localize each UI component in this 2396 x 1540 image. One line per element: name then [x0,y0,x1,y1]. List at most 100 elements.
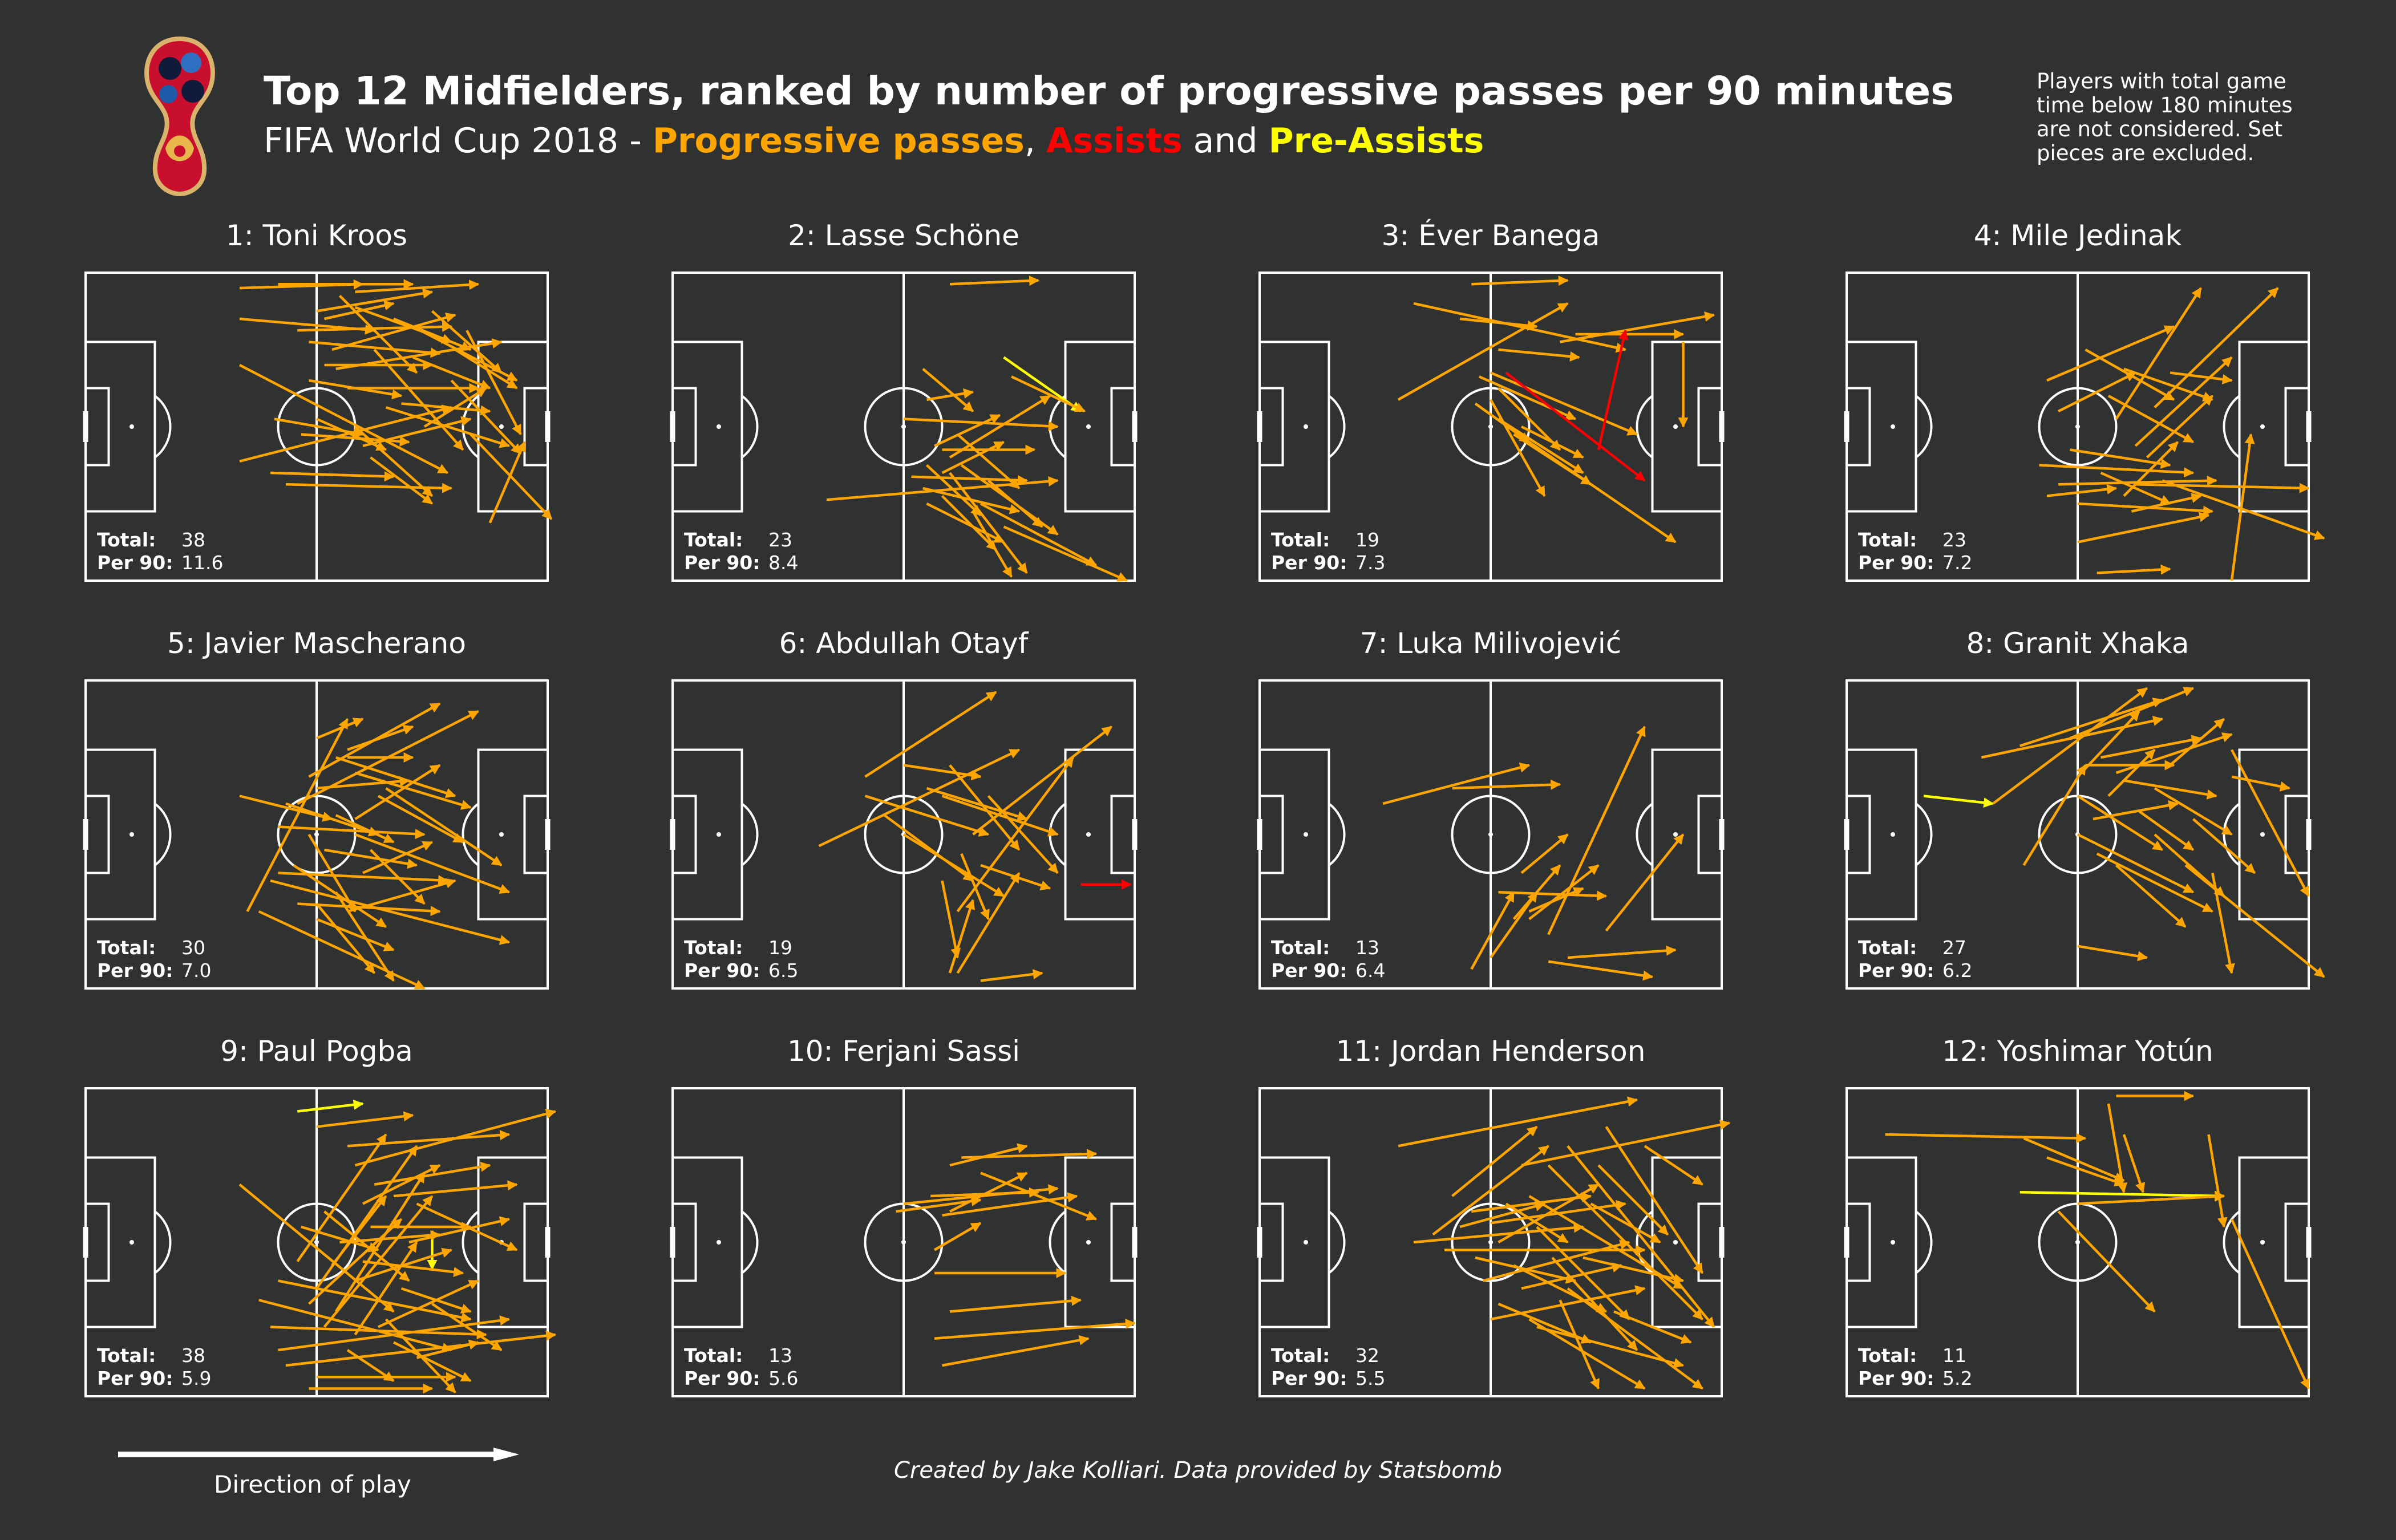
pass-arrow [408,1216,511,1244]
pitch-panel: 5: Javier Mascherano Total: 30 Per 90: 7.0 [83,627,551,990]
subtitle-prefix: FIFA World Cup 2018 - [264,121,653,161]
pitch-panel: 2: Lasse Schöne Total: 23 Per 90: 8.4 [670,219,1138,582]
right-penalty-spot [1086,424,1091,429]
pass-arrow [949,275,1040,286]
right-penalty-spot [499,832,504,837]
pass-arrow [1560,311,1715,343]
pass-arrow [346,1349,395,1382]
pass-arrow [972,726,1112,836]
pass-arrow [354,833,511,894]
left-six-yard-box [671,387,697,467]
pass-arrow [1413,302,1627,353]
pass-arrow [1528,441,1677,544]
per90-label: Per 90: [97,959,173,982]
pass-arrow [331,1195,387,1266]
total-label: Total: [97,1344,156,1367]
pass-arrow [987,479,1043,528]
pass-arrow [334,1172,426,1312]
legend-progressive: Progressive passes [652,121,1025,161]
pass-arrow [316,918,395,951]
left-penalty-box [671,341,743,513]
per90-value: 6.5 [768,959,798,982]
pass-arrow [354,764,441,820]
world-cup-trophy-logo [144,36,215,197]
pass-arrow [2123,367,2213,402]
pass-arrow [1547,726,1646,935]
per90-label: Per 90: [1858,552,1934,574]
pass-arrow [1498,890,1608,901]
right-six-yard-box [1110,387,1136,467]
pass-arrow [972,510,1013,578]
pass-arrow [1520,833,1569,874]
pass-arrow [1474,402,1530,443]
pass-arrow [454,348,518,390]
pass-arrow [270,879,511,945]
pass-arrow [347,724,414,751]
pass-arrow [2039,464,2195,478]
pass-arrow [373,348,464,451]
pass-arrow [374,1161,491,1186]
total-value: 13 [1355,937,1379,959]
pass-arrow [956,872,1021,974]
left-penalty-arc [1328,803,1346,866]
pass-arrow [2184,864,2325,978]
total-value: 23 [768,529,792,551]
total-value: 19 [768,937,792,959]
right-six-yard-box [523,795,549,874]
pass-arrow [238,364,449,474]
pass-arrow [933,1222,982,1251]
pass-arrow [1470,891,1515,970]
pass-arrow [961,1149,1098,1160]
credit: Created by Jake Kolliari. Data provided … [893,1457,1503,1484]
left-penalty-spot [129,832,134,837]
left-penalty-arc [741,803,759,866]
pass-arrow [385,787,503,866]
arrow-right-icon [118,1448,519,1461]
pitch-panel: 6: Abdullah Otayf Total: 19 Per 90: 6.5 [670,627,1138,990]
pass-arrow [942,1192,1078,1217]
pass-arrow [1559,1299,1600,1390]
right-six-yard-box [1697,795,1723,874]
per90-value: 7.2 [1942,552,1972,574]
pass-arrow [2146,395,2213,459]
pass-arrow [416,1339,480,1359]
pass-arrow [1551,1257,1638,1351]
right-penalty-box [1651,748,1723,921]
left-penalty-spot [717,1240,721,1245]
left-penalty-box [1845,1156,1917,1328]
pass-arrow [278,872,449,886]
pass-arrow [323,1195,434,1328]
pass-arrow [941,440,1005,475]
right-six-yard-box [1697,387,1723,467]
pass-arrow [2115,287,2202,420]
pass-arrow [2154,787,2233,836]
left-penalty-spot [1304,832,1308,837]
pass-arrow [864,795,990,837]
pass-arrow [925,464,982,516]
pass-arrow [1398,1096,1638,1148]
threshold-note: Players with total game time below 180 m… [2037,69,2293,165]
pass-arrow [1605,833,1685,932]
pass-arrow [987,795,1059,874]
pass-arrow [2019,698,2164,747]
centre-spot [901,424,906,429]
pitch-panel: 4: Mile Jedinak Total: 23 Per 90: 7.2 [1844,219,2325,582]
pass-arrow [285,483,453,493]
pass-arrow [980,502,1098,566]
pass-arrow [1521,1262,1623,1290]
left-six-yard-box [84,387,110,467]
pass-arrow [883,814,974,882]
pass-arrow [339,1230,441,1244]
right-penalty-spot [2260,1240,2265,1245]
total-value: 19 [1355,529,1379,551]
legend-pre-assists: Pre-Assists [1268,121,1484,161]
pass-arrow [1597,329,1629,450]
pass-arrow [297,902,441,917]
per90-value: 5.9 [181,1367,211,1389]
pass-arrow [293,864,387,928]
pitch-panel: 7: Luka Milivojević Total: 13 Per 90: 6.4 [1257,627,1725,990]
player-title: 4: Mile Jedinak [1974,219,2182,252]
left-penalty-arc [1328,1210,1346,1274]
per90-value: 5.6 [768,1367,798,1389]
pass-arrow [278,825,426,840]
